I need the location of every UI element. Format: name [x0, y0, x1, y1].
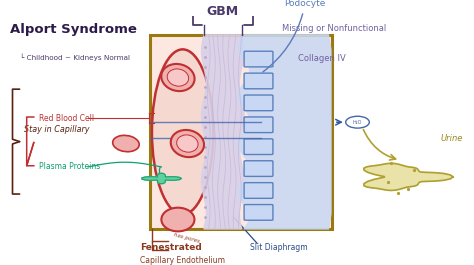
Ellipse shape	[113, 135, 139, 152]
FancyBboxPatch shape	[244, 183, 273, 198]
Ellipse shape	[152, 49, 213, 214]
Polygon shape	[142, 173, 181, 184]
Circle shape	[346, 116, 369, 128]
Ellipse shape	[161, 208, 194, 231]
Ellipse shape	[177, 135, 198, 152]
Text: Missing or Nonfunctional: Missing or Nonfunctional	[282, 24, 386, 33]
FancyBboxPatch shape	[244, 95, 273, 111]
Ellipse shape	[167, 69, 189, 86]
FancyBboxPatch shape	[244, 161, 273, 176]
Text: Urine: Urine	[440, 135, 463, 143]
FancyBboxPatch shape	[244, 139, 273, 154]
Text: Slit Diaphragm: Slit Diaphragm	[250, 244, 307, 253]
Polygon shape	[364, 163, 453, 191]
Text: Collagen IV: Collagen IV	[299, 54, 346, 63]
Polygon shape	[201, 35, 244, 229]
FancyBboxPatch shape	[244, 205, 273, 220]
FancyBboxPatch shape	[244, 51, 273, 67]
Text: H₂O: H₂O	[353, 120, 362, 125]
Text: GBM: GBM	[207, 5, 239, 17]
Bar	[150, 35, 331, 229]
Text: Podocyte: Podocyte	[263, 0, 326, 72]
Text: has pores: has pores	[173, 233, 201, 244]
Text: └ Childhood ~ Kidneys Normal: └ Childhood ~ Kidneys Normal	[19, 54, 129, 61]
Ellipse shape	[171, 130, 204, 157]
Text: Alport Syndrome: Alport Syndrome	[10, 23, 137, 36]
Text: Fenestrated: Fenestrated	[140, 244, 202, 253]
Text: Stay in Capillary: Stay in Capillary	[24, 125, 90, 134]
Polygon shape	[238, 35, 331, 229]
Ellipse shape	[161, 64, 194, 91]
FancyBboxPatch shape	[244, 73, 273, 89]
Text: Plasma Proteins: Plasma Proteins	[38, 162, 100, 171]
FancyBboxPatch shape	[244, 117, 273, 132]
Text: Red Blood Cell: Red Blood Cell	[38, 114, 94, 123]
Text: Capillary Endothelium: Capillary Endothelium	[140, 257, 225, 265]
